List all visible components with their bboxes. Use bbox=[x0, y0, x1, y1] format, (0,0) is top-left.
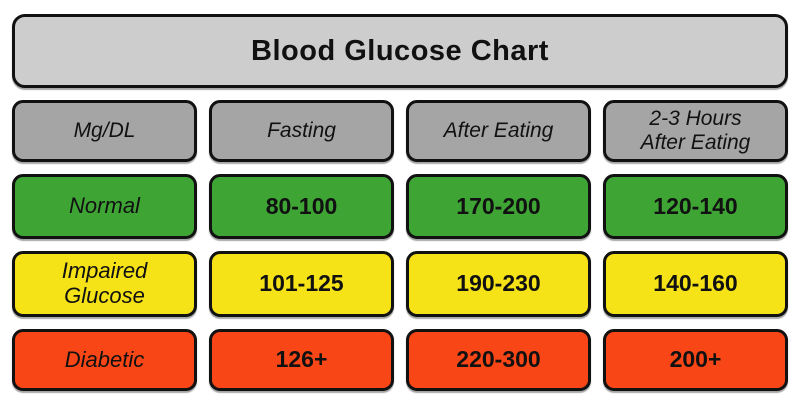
header-cell-after-eating: After Eating bbox=[406, 100, 591, 162]
cell-normal-after-eating: 170-200 bbox=[406, 174, 591, 239]
cell-diabetic-fasting: 126+ bbox=[209, 329, 394, 391]
cell-diabetic-after-eating: 220-300 bbox=[406, 329, 591, 391]
row-label-diabetic: Diabetic bbox=[12, 329, 197, 391]
header-cell-mgdl: Mg/DL bbox=[12, 100, 197, 162]
cell-normal-fasting: 80-100 bbox=[209, 174, 394, 239]
cell-impaired-fasting: 101-125 bbox=[209, 251, 394, 317]
chart-title: Blood Glucose Chart bbox=[12, 14, 788, 88]
cell-diabetic-2-3-hours: 200+ bbox=[603, 329, 788, 391]
cell-impaired-2-3-hours: 140-160 bbox=[603, 251, 788, 317]
header-cell-fasting: Fasting bbox=[209, 100, 394, 162]
cell-normal-2-3-hours: 120-140 bbox=[603, 174, 788, 239]
row-label-impaired-glucose: Impaired Glucose bbox=[12, 251, 197, 317]
header-cell-2-3-hours-after-eating: 2-3 Hours After Eating bbox=[603, 100, 788, 162]
cell-impaired-after-eating: 190-230 bbox=[406, 251, 591, 317]
row-label-normal: Normal bbox=[12, 174, 197, 239]
